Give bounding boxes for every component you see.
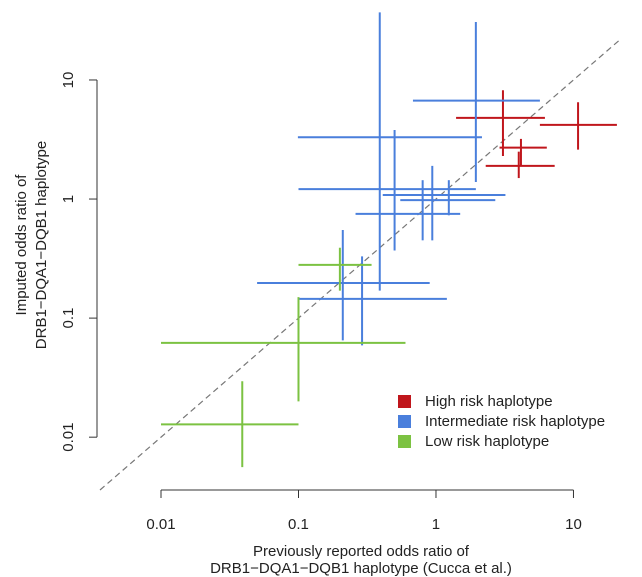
y-tick-label: 0.01 bbox=[60, 423, 77, 452]
legend-swatch bbox=[398, 435, 411, 448]
x-tick-label: 10 bbox=[565, 516, 582, 533]
y-tick-label: 0.1 bbox=[60, 308, 77, 329]
legend-swatch bbox=[398, 415, 411, 428]
x-tick-label: 1 bbox=[432, 516, 440, 533]
legend-label: Intermediate risk haplotype bbox=[425, 413, 605, 430]
y-tick-label: 1 bbox=[60, 195, 77, 203]
y-tick-label: 10 bbox=[60, 72, 77, 89]
x-axis-title: DRB1−DQA1−DQB1 haplotype (Cucca et al.) bbox=[210, 560, 512, 577]
x-tick-label: 0.01 bbox=[146, 516, 175, 533]
x-tick-label: 0.1 bbox=[288, 516, 309, 533]
legend-label: High risk haplotype bbox=[425, 393, 553, 410]
y-axis-title: DRB1−DQA1−DQB1 haplotype bbox=[33, 141, 50, 349]
y-axis-title: Imputed odds ratio of bbox=[13, 174, 30, 316]
legend-swatch bbox=[398, 395, 411, 408]
x-axis-title: Previously reported odds ratio of bbox=[253, 543, 470, 560]
legend-label: Low risk haplotype bbox=[425, 433, 549, 450]
